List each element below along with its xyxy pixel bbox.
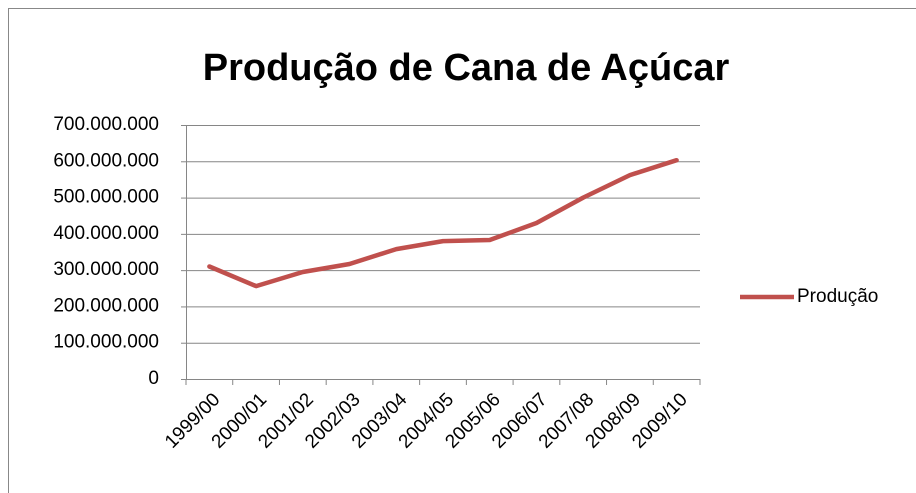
- y-tick-label: 0: [148, 368, 159, 389]
- y-tick-label: 400.000.000: [53, 223, 159, 244]
- y-tick-label: 500.000.000: [53, 187, 159, 208]
- y-tick-label: 300.000.000: [53, 259, 159, 280]
- y-tick-label: 600.000.000: [53, 150, 159, 171]
- legend-label: Produção: [797, 286, 878, 307]
- y-tick-label: 700.000.000: [53, 114, 159, 135]
- data-line: [207, 157, 679, 289]
- y-tick-label: 200.000.000: [53, 295, 159, 316]
- chart-title: Produção de Cana de Açúcar: [203, 47, 730, 89]
- y-tick-label: 100.000.000: [53, 332, 159, 353]
